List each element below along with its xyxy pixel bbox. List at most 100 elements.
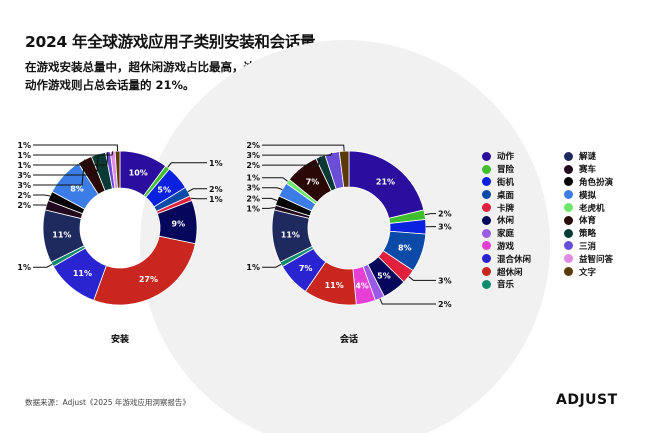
- legend-swatch: [482, 203, 491, 213]
- legend-swatch: [564, 241, 573, 251]
- legend-swatch: [564, 203, 573, 213]
- legend-swatch: [482, 267, 491, 277]
- slice-label: 1%: [246, 174, 260, 183]
- legend-swatch: [564, 215, 573, 225]
- legend-swatch: [564, 164, 573, 174]
- slice-label: 1%: [209, 195, 223, 204]
- leader-line: [262, 187, 283, 190]
- legend-item: 游戏: [482, 240, 564, 253]
- slice-label: 11%: [52, 230, 71, 239]
- legend-swatch: [564, 177, 573, 187]
- slice-label: 3%: [17, 181, 31, 190]
- legend-label: 冒险: [497, 165, 515, 176]
- legend-label: 赛车: [579, 165, 597, 176]
- slice-label: 1%: [17, 161, 31, 170]
- slice-label: 21%: [376, 178, 395, 187]
- legend-swatch: [564, 267, 573, 277]
- legend-label: 动作: [497, 152, 515, 163]
- legend-item: 解谜: [564, 150, 646, 163]
- slice-label: 2%: [438, 210, 452, 219]
- legend-item: 休闲: [482, 214, 564, 227]
- legend-item: 桌面: [482, 188, 564, 201]
- leader-line: [187, 188, 207, 193]
- installs-donut: 10%5%9%27%11%11%8%1%1%1%3%3%2%2%1%1%2%1%: [17, 141, 223, 306]
- slice-label: 2%: [246, 141, 260, 150]
- slice-label: 8%: [70, 184, 84, 193]
- legend-item: 体育: [564, 214, 646, 227]
- leader-line: [33, 154, 99, 176]
- leader-line: [262, 177, 289, 182]
- slice-label: 3%: [438, 223, 452, 232]
- legend-item: 文字: [564, 265, 646, 278]
- legend-label: 体育: [579, 216, 597, 227]
- legend-swatch: [564, 190, 573, 200]
- leader-line: [262, 263, 282, 268]
- slice-label: 1%: [246, 263, 260, 272]
- legend-swatch: [482, 254, 491, 264]
- leader-line: [262, 144, 345, 152]
- leader-line: [33, 151, 114, 156]
- slice-label: 2%: [246, 194, 260, 203]
- legend-item: 音乐: [482, 278, 564, 291]
- legend-item: 家庭: [482, 227, 564, 240]
- leader-line: [379, 298, 436, 305]
- leader-line: [408, 276, 436, 281]
- legend-item: 混合休闲: [482, 252, 564, 265]
- leader-line: [33, 159, 86, 186]
- slice-label: 1%: [17, 141, 31, 150]
- legend-swatch: [482, 228, 491, 238]
- legend-item: 超休闲: [482, 265, 564, 278]
- slice-label: 4%: [355, 282, 369, 291]
- slice-label: 10%: [129, 168, 148, 177]
- installs-chart-label: 安装: [111, 333, 130, 345]
- legend-item: 策略: [564, 227, 646, 240]
- slice-label: 3%: [438, 276, 452, 285]
- adjust-logo: ADJUST: [556, 392, 618, 408]
- legend-swatch: [564, 228, 573, 238]
- slice-label: 7%: [299, 264, 313, 273]
- legend-label: 休闲: [497, 216, 515, 227]
- slice-label: 1%: [246, 204, 260, 213]
- legend-label: 游戏: [497, 241, 515, 252]
- leader-line: [33, 263, 53, 268]
- legend-swatch: [564, 254, 573, 264]
- legend-item: 冒险: [482, 163, 564, 176]
- legend-swatch: [564, 151, 573, 161]
- leader-line: [262, 197, 278, 201]
- slice-label: 7%: [306, 178, 320, 187]
- legend-swatch: [482, 190, 491, 200]
- slice-label: 3%: [246, 184, 260, 193]
- slice-label: 2%: [438, 300, 452, 309]
- slice-label: 3%: [246, 151, 260, 160]
- slice-label: 2%: [17, 191, 31, 200]
- legend-label: 解谜: [579, 152, 597, 163]
- slice-label: 8%: [398, 243, 412, 252]
- legend-swatch: [482, 215, 491, 225]
- legend-swatch: [482, 164, 491, 174]
- sessions-chart-label: 会话: [340, 333, 358, 345]
- leader-line: [33, 194, 51, 197]
- legend-item: 模拟: [564, 188, 646, 201]
- legend-label: 街机: [497, 177, 515, 188]
- slice-label: 1%: [209, 159, 223, 168]
- legend-label: 老虎机: [579, 203, 605, 214]
- slice-label: 5%: [377, 272, 391, 281]
- legend-item: 益智问答: [564, 252, 646, 265]
- sessions-donut: 21%8%5%4%11%7%11%7%2%3%2%1%3%2%1%1%2%3%3…: [246, 141, 451, 309]
- legend-label: 三消: [579, 241, 597, 252]
- legend-label: 卡牌: [497, 203, 515, 214]
- legend-label: 模拟: [579, 190, 597, 201]
- legend-item: 角色扮演: [564, 176, 646, 189]
- legend-label: 超休闲: [497, 267, 523, 278]
- legend-label: 益智问答: [579, 254, 614, 265]
- legend-item: 卡牌: [482, 201, 564, 214]
- leader-line: [190, 197, 207, 200]
- slice-label: 2%: [209, 185, 223, 194]
- legend-item: 街机: [482, 176, 564, 189]
- leader-line: [167, 162, 207, 168]
- slice-超休闲: [93, 235, 196, 306]
- leader-line: [262, 152, 333, 156]
- slice-label: 1%: [17, 263, 31, 272]
- source-note: 数据来源：Adjust《2025 年游戏应用洞察报告》: [25, 398, 190, 407]
